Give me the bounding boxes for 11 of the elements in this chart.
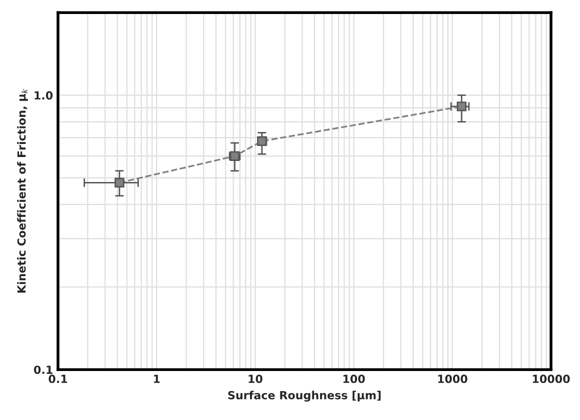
x-tick-label: 1 [154,374,160,383]
x-tick-label: 10 [248,374,262,384]
x-tick-label: 0.1 [48,374,68,384]
x-tick-label: 10000 [532,374,570,384]
y-axis-title: Kinetic Coefficient of Friction, μ$_{k}$ [17,88,28,293]
x-tick-label: 100 [343,374,365,384]
y-tick-label: 1.0 [34,91,53,100]
x-tick-label: 1000 [438,374,468,384]
point [114,178,124,188]
x-axis-title: Surface Roughness [μm] [228,390,381,402]
point [456,102,466,112]
